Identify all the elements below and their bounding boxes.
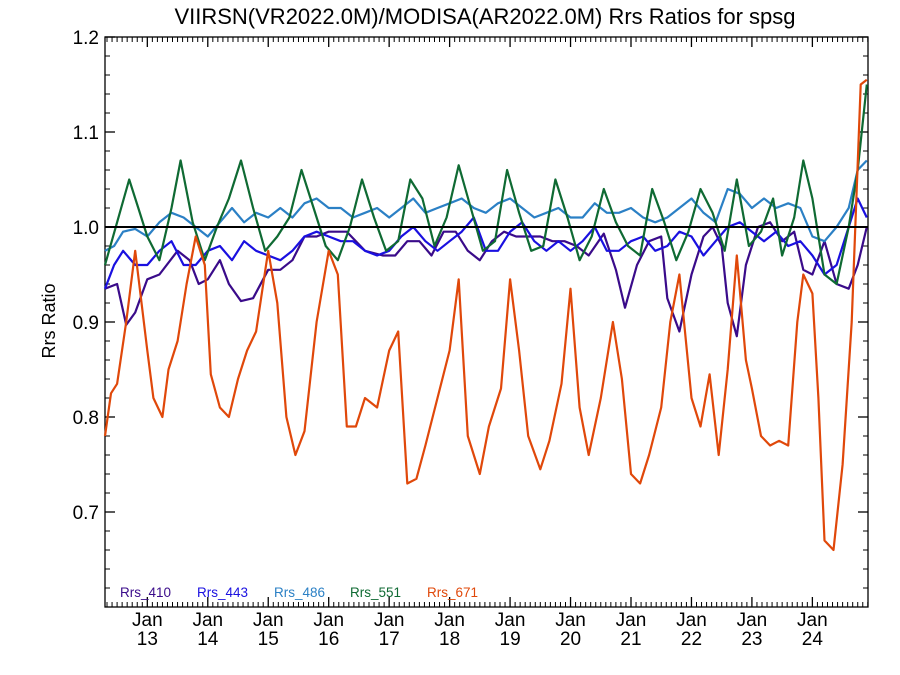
x-tick-label-month: Jan (132, 610, 163, 631)
x-tick-label-month: Jan (676, 610, 707, 631)
legend-entry-rrs-410: Rrs_410 (120, 585, 171, 600)
y-axis-ticks: 0.7 0.8 0.9 1.0 1.1 1.2 (73, 28, 868, 589)
x-tick-label-year: 24 (802, 629, 824, 650)
y-tick-label: 0.7 (73, 503, 99, 524)
x-tick-label-year: 14 (197, 629, 219, 650)
legend-entry-rrs-443: Rrs_443 (197, 585, 248, 600)
x-tick-label-month: Jan (737, 610, 768, 631)
y-axis-label: Rrs Ratio (39, 283, 59, 358)
legend-entry-rrs-551: Rrs_551 (350, 585, 401, 600)
plot-border (104, 36, 869, 608)
x-tick-label-month: Jan (495, 610, 526, 631)
series-layer (103, 78, 868, 552)
x-axis-ticks: Jan13Jan14Jan15Jan16Jan17Jan18Jan19Jan20… (106, 37, 869, 650)
x-tick-label-month: Jan (374, 610, 405, 631)
series-line-rrs-410 (104, 221, 868, 338)
x-tick-label-month: Jan (313, 610, 344, 631)
series-line-rrs-671 (103, 78, 868, 552)
x-tick-label-year: 20 (560, 629, 581, 650)
y-tick-label: 1.1 (73, 123, 99, 144)
plot-frame (104, 36, 869, 608)
x-tick-label-year: 13 (137, 629, 158, 650)
y-tick-label: 0.9 (73, 313, 99, 334)
x-tick-label-year: 17 (379, 629, 400, 650)
y-tick-label: 1.0 (73, 218, 99, 239)
x-tick-label-year: 15 (258, 629, 279, 650)
y-tick-label: 1.2 (73, 28, 99, 49)
legend-entry-rrs-671: Rrs_671 (427, 585, 478, 600)
legend: Rrs_410 Rrs_443 Rrs_486 Rrs_551 Rrs_671 (120, 585, 478, 600)
chart-title: VIIRSN(VR2022.0M)/MODISA(AR2022.0M) Rrs … (174, 4, 795, 29)
x-tick-label-year: 23 (741, 629, 762, 650)
series-line-rrs-551 (103, 84, 868, 286)
x-tick-label-month: Jan (434, 610, 465, 631)
x-tick-label-year: 18 (439, 629, 460, 650)
series-line-rrs-443 (103, 197, 868, 290)
x-tick-label-month: Jan (253, 610, 284, 631)
series-line-rrs-486 (104, 159, 868, 252)
x-tick-label-month: Jan (616, 610, 647, 631)
x-tick-label-month: Jan (192, 610, 223, 631)
y-tick-label: 0.8 (73, 408, 99, 429)
x-tick-label-month: Jan (555, 610, 586, 631)
x-tick-label-month: Jan (797, 610, 828, 631)
x-tick-label-year: 22 (681, 629, 702, 650)
x-tick-label-year: 16 (318, 629, 339, 650)
legend-entry-rrs-486: Rrs_486 (274, 585, 325, 600)
x-tick-label-year: 19 (500, 629, 521, 650)
x-tick-label-year: 21 (620, 629, 641, 650)
